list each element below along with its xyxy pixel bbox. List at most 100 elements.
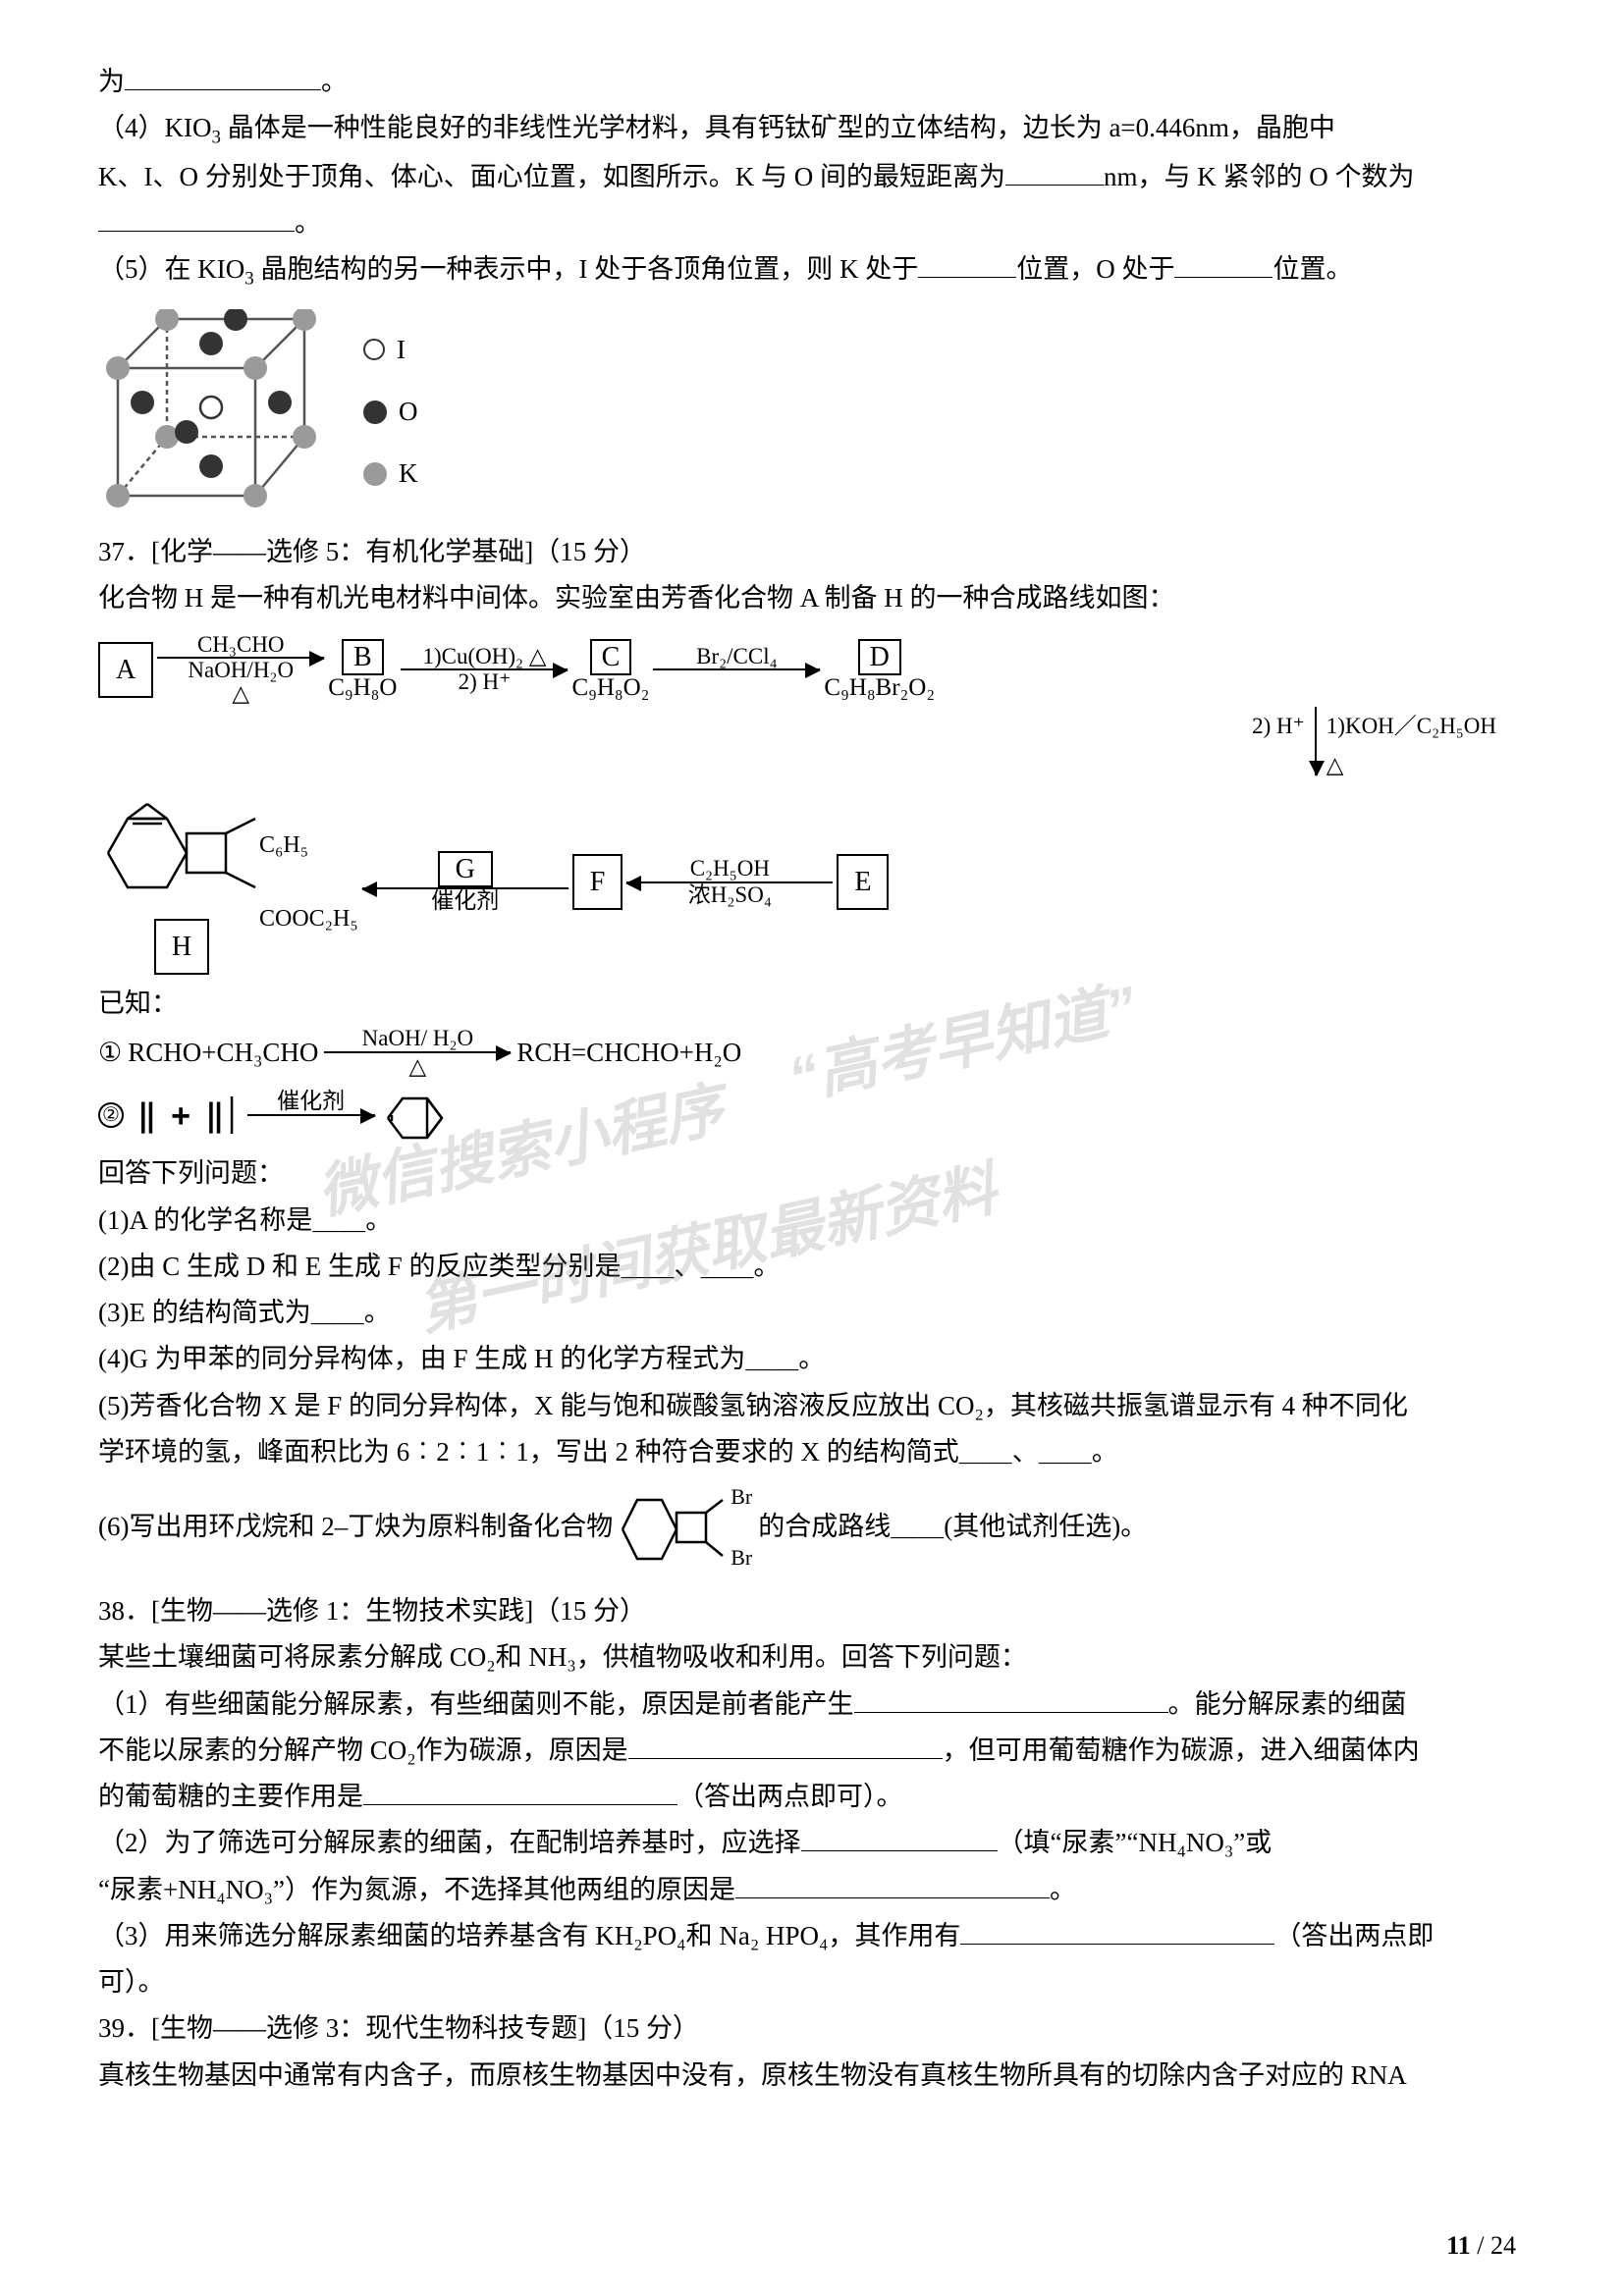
- q38-heading: 38．[生物——选修 1：生物技术实践]（15 分）: [98, 1588, 1526, 1634]
- formula: C₉H₈Br₂O₂: [824, 675, 935, 701]
- total-pages: 24: [1490, 2231, 1516, 2260]
- arrow-down-icon: [1315, 707, 1317, 775]
- text: （1）有些细菌能分解尿素，有些细菌则不能，原因是前者能产生: [98, 1689, 854, 1719]
- cycloadduct-icon: [383, 1089, 452, 1143]
- arrow-label-bot: 催化剂: [431, 889, 499, 913]
- text: 位置。: [1272, 254, 1352, 284]
- current-page: 11: [1446, 2231, 1471, 2260]
- blank-field[interactable]: [735, 1872, 1050, 1898]
- arrow-label-bot: 2) H⁺: [459, 670, 512, 694]
- blank-field[interactable]: [98, 205, 295, 232]
- blank-field[interactable]: [1005, 159, 1104, 186]
- q37-6: (6)写出用环戊烷和 2–丁炔为原料制备化合物 Br Br 的合成路线＿＿(其他…: [98, 1475, 1526, 1578]
- legend-label: K: [399, 451, 418, 497]
- under-label: [308, 1118, 314, 1141]
- under-label: △: [409, 1055, 427, 1078]
- answer-heading: 回答下列问题：: [98, 1150, 1526, 1197]
- triangle-icon: △: [232, 682, 249, 706]
- text: （答出两点即: [1274, 1921, 1434, 1950]
- q37-4: (4)G 为甲苯的同分异构体，由 F 生成 H 的化学方程式为＿＿。: [98, 1336, 1526, 1382]
- legend-label: I: [397, 327, 406, 373]
- text: （4）KIO: [98, 113, 212, 142]
- formula: C₉H₈O₂: [571, 675, 649, 701]
- rxn-lhs: RCHO+CH₃CHO: [128, 1030, 318, 1076]
- blank-field[interactable]: [628, 1733, 943, 1759]
- q37-5a: (5)芳香化合物 X 是 F 的同分异构体，X 能与饱和碳酸氢钠溶液反应放出 C…: [98, 1383, 1526, 1429]
- arrow-icon: 1)Cu(OH)₂ △ 2) H⁺: [401, 645, 568, 694]
- arrow-label-top: 1)Cu(OH)₂ △: [422, 645, 546, 668]
- q38-2b: “尿素+NH₄NO₃”）作为氮源，不选择其他两组的原因是 。: [98, 1867, 1526, 1913]
- q37-2: (2)由 C 生成 D 和 E 生成 F 的反应类型分别是＿＿、＿＿。: [98, 1244, 1526, 1290]
- arrow-icon: NaOH/ H₂O △: [324, 1027, 511, 1078]
- crystal-cube-figure: I O K: [98, 309, 1526, 515]
- text: 晶胞结构的另一种表示中，I 处于各顶角位置，则 K 处于: [254, 254, 919, 284]
- text: 。能分解尿素的细菌: [1168, 1689, 1407, 1719]
- compound-box-c: C: [590, 639, 632, 675]
- text: （2）为了筛选可分解尿素的细菌，在配制培养基时，应选择: [98, 1828, 801, 1857]
- compound-box-e: E: [837, 854, 889, 910]
- text: “尿素+NH₄NO₃”）作为氮源，不选择其他两组的原因是: [98, 1875, 735, 1904]
- text: 不能以尿素的分解产物 CO₂作为碳源，原因是: [98, 1735, 628, 1765]
- compound-box-b: B: [342, 639, 384, 675]
- text: （填“尿素”“NH₄NO₃”或: [998, 1828, 1272, 1857]
- arrow-icon: CH₃CHO NaOH/H₂O △: [157, 633, 324, 706]
- list-number: ①: [98, 1030, 122, 1076]
- exam-page: 为。 （4）KIO3 晶体是一种性能良好的非线性光学材料，具有钙钛矿型的立体结构…: [0, 0, 1624, 2138]
- blank-field[interactable]: [960, 1918, 1274, 1945]
- filled-circle-icon: [363, 400, 387, 424]
- blank-field[interactable]: [125, 64, 321, 90]
- compound-box-f: F: [572, 854, 623, 910]
- blank-field[interactable]: [854, 1686, 1168, 1713]
- compound-b: B C₉H₈O: [328, 639, 397, 702]
- over-label: NaOH/ H₂O: [362, 1027, 473, 1049]
- arrow-icon: Br₂/CCl₄: [653, 645, 820, 694]
- over-label: 催化剂: [277, 1090, 345, 1112]
- compound-c: C C₉H₈O₂: [571, 639, 649, 702]
- legend: I O K: [363, 327, 418, 498]
- arrow-left-icon: G 催化剂: [362, 851, 568, 914]
- compound-d: D C₉H₈Br₂O₂: [824, 639, 935, 702]
- q38-1b: 不能以尿素的分解产物 CO₂作为碳源，原因是 ，但可用葡萄糖作为碳源，进入细菌体内: [98, 1728, 1526, 1774]
- q37-5b: 学环境的氢，峰面积比为 6︰2︰1︰1，写出 2 种符合要求的 X 的结构简式＿…: [98, 1429, 1526, 1475]
- text: K、I、O 分别处于顶角、体心、面心位置，如图所示。K 与 O 间的最短距离为: [98, 162, 1005, 191]
- text: 。: [1050, 1875, 1076, 1904]
- known-heading: 已知：: [98, 981, 1526, 1027]
- arrow-label-left: 2) H⁺: [1252, 707, 1305, 746]
- list-number: ②: [98, 1102, 124, 1128]
- subscript: 3: [244, 269, 253, 290]
- known-rxn-1: ① RCHO+CH₃CHO NaOH/ H₂O △ RCH=CHCHO+H₂O: [98, 1027, 1526, 1078]
- formula: C₉H₈O: [328, 675, 397, 701]
- q38-1: （1）有些细菌能分解尿素，有些细菌则不能，原因是前者能产生 。能分解尿素的细菌: [98, 1682, 1526, 1728]
- known-rxn-2: ② ‖ + ‖│ 催化剂: [98, 1088, 1526, 1143]
- dibromo-compound-icon: [613, 1475, 731, 1578]
- q38-intro: 某些土壤细菌可将尿素分解成 CO₂和 NH₃，供植物吸收和利用。回答下列问题：: [98, 1634, 1526, 1681]
- q37-heading: 37．[化学——选修 5：有机化学基础]（15 分）: [98, 529, 1526, 575]
- q4-line1: （4）KIO3 晶体是一种性能良好的非线性光学材料，具有钙钛矿型的立体结构，边长…: [98, 105, 1526, 153]
- q37-intro: 化合物 H 是一种有机光电材料中间体。实验室由芳香化合物 A 制备 H 的一种合…: [98, 575, 1526, 621]
- text: ，但可用葡萄糖作为碳源，进入细菌体内: [943, 1735, 1420, 1765]
- text: 的合成路线＿＿(其他试剂任选)。: [758, 1504, 1147, 1550]
- synth-down-under-d: 2) H⁺ 1)KOH／C₂H₅OH △: [98, 707, 1526, 786]
- legend-item-i: I: [363, 327, 418, 373]
- legend-item-o: O: [363, 389, 418, 435]
- arrow-label-top: C₂H₅OH: [690, 857, 770, 881]
- legend-label: O: [399, 389, 418, 435]
- text: （5）在 KIO: [98, 254, 244, 284]
- q38-3b: 可）。: [98, 1959, 1526, 2005]
- subscript: 3: [212, 128, 221, 148]
- sep: /: [1471, 2231, 1490, 2260]
- blank-field[interactable]: [363, 1779, 677, 1805]
- blank-field[interactable]: [1174, 251, 1272, 278]
- substituent-top: C₆H₅: [259, 832, 358, 858]
- q4-line2: K、I、O 分别处于顶角、体心、面心位置，如图所示。K 与 O 间的最短距离为n…: [98, 154, 1526, 200]
- synth-row1: A CH₃CHO NaOH/H₂O △ B C₉H₈O 1)Cu(OH)₂ △ …: [98, 633, 1526, 706]
- blank-field[interactable]: [918, 251, 1016, 278]
- blank-field[interactable]: [801, 1825, 998, 1851]
- synthesis-route-figure: A CH₃CHO NaOH/H₂O △ B C₉H₈O 1)Cu(OH)₂ △ …: [98, 633, 1526, 975]
- arrow-label-bot: NaOH/H₂O: [188, 659, 294, 682]
- q39-heading: 39．[生物——选修 3：现代生物科技专题]（15 分）: [98, 2005, 1526, 2052]
- text: （答出两点即可）。: [677, 1782, 903, 1811]
- arrow-label-bot: 浓H₂SO₄: [688, 883, 772, 907]
- compound-h-structure: [98, 789, 265, 917]
- text: 为: [98, 67, 125, 96]
